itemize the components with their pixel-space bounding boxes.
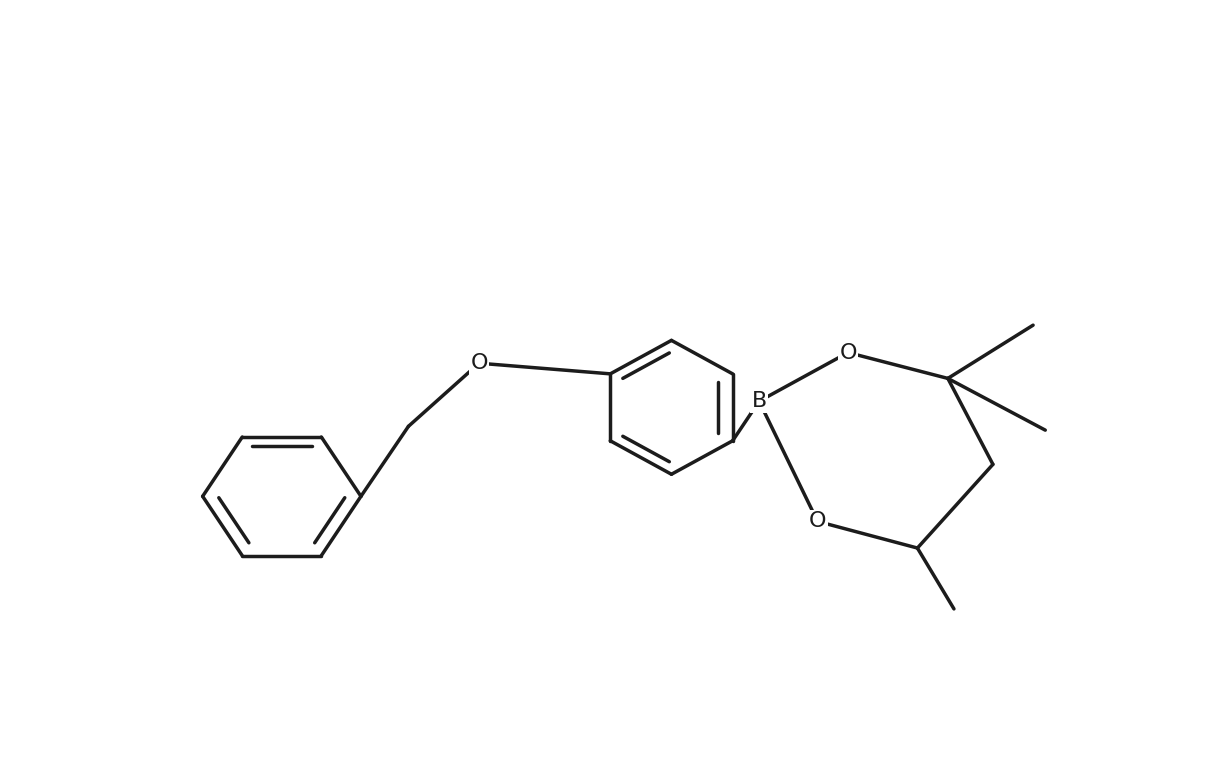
Text: B: B — [752, 391, 766, 411]
Text: O: O — [840, 342, 857, 362]
Text: O: O — [809, 511, 826, 531]
Text: O: O — [471, 353, 488, 373]
